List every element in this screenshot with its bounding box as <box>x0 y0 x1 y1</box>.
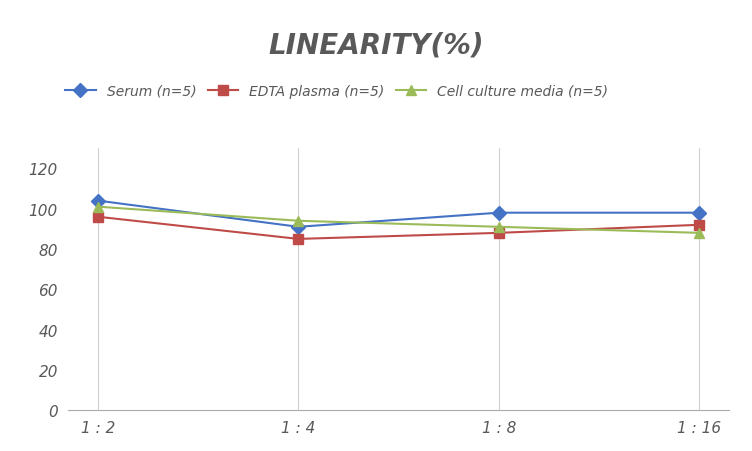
Cell culture media (n=5) <box>695 230 704 236</box>
Serum (n=5) <box>695 211 704 216</box>
Legend: Serum (n=5), EDTA plasma (n=5), Cell culture media (n=5): Serum (n=5), EDTA plasma (n=5), Cell cul… <box>59 79 614 104</box>
Text: LINEARITY(%): LINEARITY(%) <box>268 32 484 60</box>
Cell culture media (n=5) <box>294 219 303 224</box>
Cell culture media (n=5) <box>93 204 102 210</box>
Serum (n=5) <box>93 198 102 204</box>
Line: Cell culture media (n=5): Cell culture media (n=5) <box>93 202 704 238</box>
EDTA plasma (n=5) <box>93 215 102 220</box>
Serum (n=5) <box>494 211 503 216</box>
Serum (n=5) <box>294 225 303 230</box>
EDTA plasma (n=5) <box>494 230 503 236</box>
Line: Serum (n=5): Serum (n=5) <box>93 196 704 232</box>
Line: EDTA plasma (n=5): EDTA plasma (n=5) <box>93 212 704 244</box>
Cell culture media (n=5) <box>494 225 503 230</box>
EDTA plasma (n=5) <box>695 223 704 228</box>
EDTA plasma (n=5) <box>294 237 303 242</box>
